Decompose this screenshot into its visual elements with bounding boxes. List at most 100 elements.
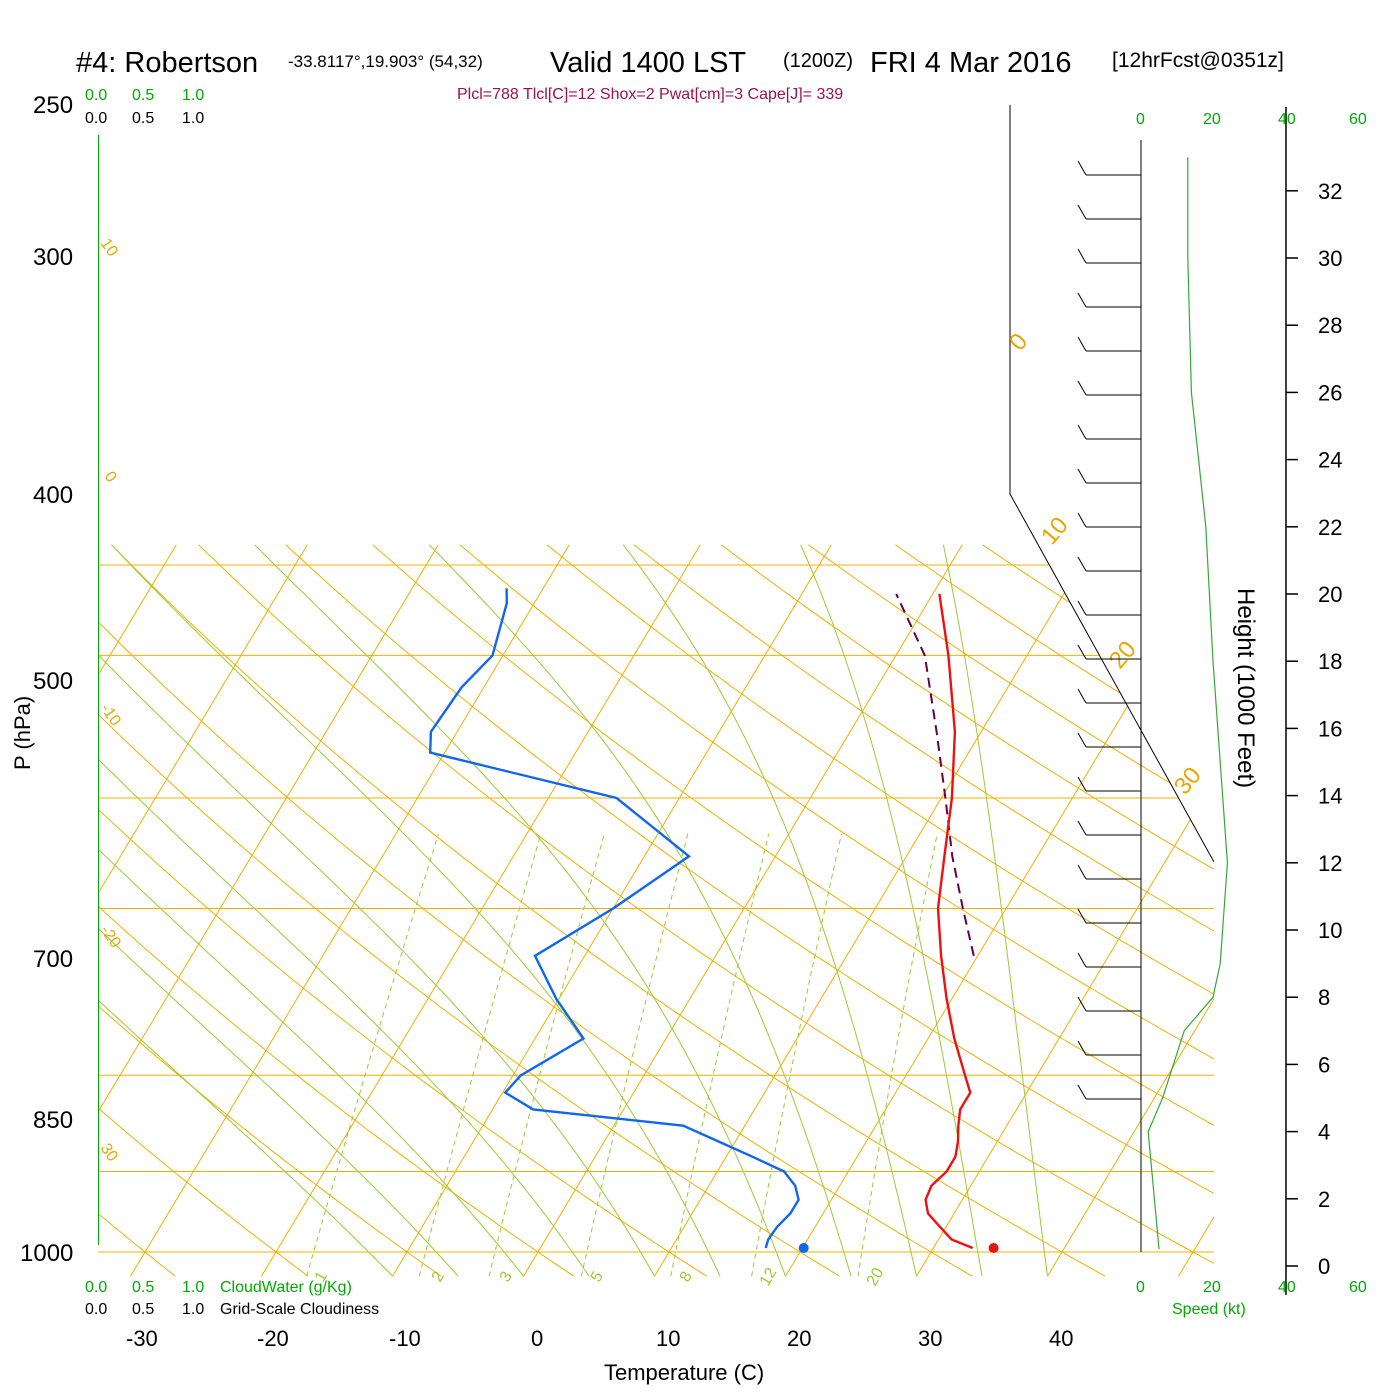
cw-bot-2: 1.0 [182, 1279, 204, 1296]
speed-top-40: 40 [1278, 111, 1296, 128]
cloudwater-label: CloudWater (g/Kg) [220, 1279, 352, 1296]
wind-barb-flag [1077, 424, 1087, 440]
surface-temperature-dot [988, 1243, 999, 1253]
speed-ticks-bottom: 0 20 40 60 [1136, 1279, 1367, 1296]
mixing-ratio-line [418, 833, 542, 1277]
wind-barb-flag [1077, 336, 1087, 352]
dry-adiabat-line [98, 808, 707, 1277]
cloudwater-scale-bottom: 0.0 0.5 1.0 CloudWater (g/Kg) [85, 1279, 352, 1296]
speed-top-20: 20 [1203, 111, 1221, 128]
height-tick-label: 20 [1318, 582, 1342, 607]
title-valid: Valid 1400 LST [550, 47, 746, 79]
mix-label-12: 12 [757, 1265, 781, 1289]
mixing-ratio-line [580, 833, 689, 1277]
height-tick-label: 14 [1318, 784, 1342, 809]
height-tick-label: 32 [1318, 179, 1342, 204]
height-tick-label: 4 [1318, 1120, 1330, 1145]
cl-bot-2: 1.0 [182, 1301, 204, 1318]
title-date: FRI 4 Mar 2016 [870, 47, 1071, 79]
title-coords: -33.8117°,19.903° (54,32) [288, 52, 483, 71]
mix-label-2: 2 [429, 1269, 448, 1285]
p-tick-300: 300 [33, 244, 73, 271]
moist-adiabat-line [942, 544, 1048, 1277]
dewpoint-trace [428, 588, 800, 1249]
isotherm-line [130, 544, 570, 1277]
dry-adiabat-line [98, 1005, 442, 1277]
height-tick-label: 6 [1318, 1052, 1330, 1077]
cloudiness-label: Grid-Scale Cloudiness [220, 1301, 379, 1318]
height-axis-label: Height (1000 Feet) [1232, 588, 1259, 788]
height-tick-label: 24 [1318, 448, 1342, 473]
adiabat-label-m20-left: -20 [97, 923, 124, 952]
moist-adiabat-line [111, 544, 721, 1277]
wind-barb-flag [1077, 600, 1087, 616]
mixing-ratio-line [751, 833, 842, 1277]
height-tick-label: 2 [1318, 1187, 1330, 1212]
mixing-ratio-line [857, 833, 938, 1277]
dry-adiabat-line [633, 544, 1214, 932]
height-tick-label: 10 [1318, 918, 1342, 943]
speed-top-60: 60 [1349, 111, 1367, 128]
moist-adiabat-line [254, 544, 786, 1277]
p-tick-850: 850 [33, 1107, 73, 1134]
isotherm-line [261, 544, 701, 1277]
dry-adiabat-line [98, 1212, 176, 1277]
pressure-ticks: 250 300 400 500 700 850 1000 [20, 92, 73, 1267]
dry-adiabat-line [198, 544, 1214, 1264]
temperature-axis-label: Temperature (C) [604, 1360, 764, 1385]
wind-barb-flag [1077, 468, 1087, 484]
isotherm-line [0, 545, 45, 1276]
isotherm-line [523, 544, 963, 1277]
mix-label-20: 20 [864, 1265, 888, 1289]
wind-barb-flag [1077, 644, 1087, 660]
dry-adiabat-line [285, 544, 1214, 1194]
cw-top-2: 1.0 [182, 87, 204, 104]
wind-barb-flag [1077, 864, 1087, 880]
cloudiness-scale-top: 0.0 0.5 1.0 [85, 110, 204, 127]
isotherm-line [98, 544, 308, 895]
speed-bot-40: 40 [1278, 1279, 1296, 1296]
wind-speed-profile [1147, 157, 1229, 1250]
cloudwater-scale-top: 0.0 0.5 1.0 [85, 87, 204, 104]
t-tick-30: 30 [918, 1326, 942, 1351]
cw-top-0: 0.0 [85, 87, 107, 104]
title-forecast: [12hrFcst@0351z] [1112, 49, 1284, 72]
height-panel-boundary [1009, 105, 1214, 863]
dry-adiabat-line [808, 544, 1214, 810]
mixing-ratio-line [306, 833, 439, 1277]
isotherm-line [916, 779, 1214, 1277]
cl-top-1: 0.5 [132, 110, 154, 127]
wind-barb-flag [1077, 908, 1087, 924]
wind-barb-flag [1077, 160, 1087, 176]
p-tick-500: 500 [33, 668, 73, 695]
speed-bot-20: 20 [1203, 1279, 1221, 1296]
mixing-ratio-labels: 1 2 3 5 8 12 20 [312, 1265, 888, 1289]
speed-bot-0: 0 [1136, 1279, 1145, 1296]
moist-adiabat-line [98, 999, 393, 1277]
moist-adiabat-line [98, 758, 590, 1277]
cw-bot-0: 0.0 [85, 1279, 107, 1296]
isotherm-line [654, 544, 1094, 1277]
dry-adiabat-line [372, 544, 1214, 1126]
moist-adiabat-line [98, 653, 655, 1277]
height-tick-label: 16 [1318, 716, 1342, 741]
p-tick-700: 700 [33, 946, 73, 973]
wind-barb-flag [1077, 820, 1087, 836]
temperature-ticks: -30 -20 -10 0 10 20 30 40 [126, 1326, 1073, 1351]
moist-adiabat-line [622, 544, 917, 1277]
cl-top-0: 0.0 [85, 110, 107, 127]
wind-barb-flag [1077, 556, 1087, 572]
adiabat-label-0-left: 0 [101, 469, 120, 486]
t-tick-20: 20 [787, 1326, 811, 1351]
t-tick-0: 0 [531, 1326, 543, 1351]
wind-barb-flag [1077, 1040, 1087, 1056]
pressure-axis-label: P (hPa) [10, 696, 35, 770]
mix-label-3: 3 [497, 1269, 516, 1285]
moist-adiabat-line [98, 927, 459, 1277]
t-tick-m20: -20 [257, 1326, 289, 1351]
mixing-ratio-line [488, 833, 605, 1277]
wind-barb-flag [1077, 380, 1087, 396]
surface-dewpoint-dot [798, 1243, 809, 1253]
height-tick-label: 26 [1318, 380, 1342, 405]
